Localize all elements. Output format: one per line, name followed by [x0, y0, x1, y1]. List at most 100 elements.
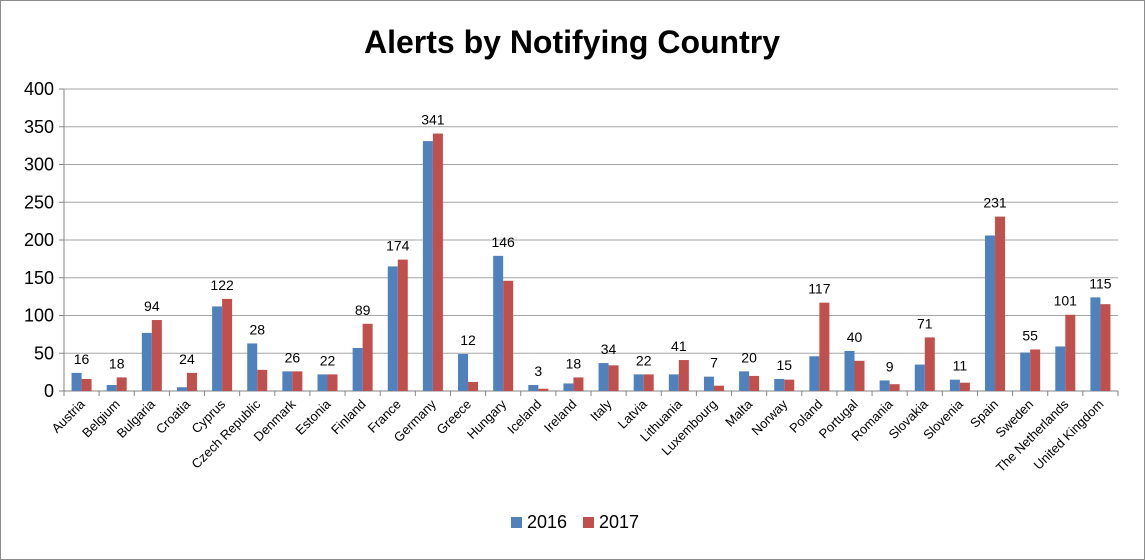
data-label: 89 [355, 302, 371, 318]
bar-2016 [879, 380, 890, 391]
bar-2017 [362, 323, 373, 391]
bar-2016 [809, 356, 820, 391]
bar-2016 [1020, 352, 1031, 391]
data-label: 41 [671, 338, 687, 354]
legend-label-2017: 2017 [599, 512, 639, 532]
bar-2016 [1055, 346, 1066, 391]
data-label: 7 [710, 355, 718, 371]
bar-2016 [598, 363, 609, 391]
data-label: 15 [776, 357, 792, 373]
bar-2017 [924, 337, 935, 391]
bar-2017 [432, 133, 443, 392]
bar-2017 [819, 302, 830, 391]
bar-2017 [643, 374, 654, 391]
bar-2016 [1090, 297, 1101, 391]
bar-2016 [176, 387, 187, 391]
bar-2017 [257, 369, 268, 391]
data-label: 20 [741, 349, 757, 365]
bar-2016 [141, 332, 152, 391]
x-tick-label: Bulgaria [114, 396, 159, 441]
bars [71, 133, 1111, 392]
x-tick-label: Croatia [153, 396, 194, 437]
x-tick-label: Finland [328, 397, 369, 438]
data-label: 22 [636, 352, 652, 368]
bar-2017 [1065, 314, 1076, 391]
data-label: 94 [144, 298, 160, 314]
bar-2017 [854, 360, 865, 391]
bar-2016 [914, 364, 925, 391]
data-label: 117 [808, 281, 831, 297]
bar-2016 [774, 378, 785, 391]
bar-2016 [739, 371, 750, 391]
data-label: 11 [953, 358, 968, 374]
bar-2017 [538, 388, 549, 391]
gridlines [59, 88, 1119, 396]
data-label: 24 [179, 351, 195, 367]
bar-2016 [352, 347, 363, 391]
data-label: 18 [109, 355, 125, 371]
y-tick-label: 200 [24, 230, 54, 250]
y-tick-label: 250 [24, 192, 54, 212]
bar-2017 [1030, 349, 1041, 391]
bar-2016 [317, 374, 328, 391]
x-tick-label: Norway [749, 396, 791, 438]
bar-2017 [573, 377, 584, 391]
bar-2017 [784, 379, 795, 391]
bar-2016 [528, 384, 539, 391]
bar-2016 [282, 371, 293, 391]
x-tick-label: Estonia [292, 396, 334, 438]
bar-2017 [608, 365, 619, 391]
bar-2016 [633, 374, 644, 391]
bar-2017 [151, 320, 162, 391]
bar-2016 [563, 383, 574, 391]
data-label: 174 [386, 238, 410, 254]
bar-2017 [292, 371, 303, 391]
bar-2017 [81, 378, 92, 391]
y-tick-label: 50 [34, 343, 54, 363]
bar-2016 [422, 141, 433, 391]
y-axis-ticks: 0 50 100 150 200 250 300 350 400 [24, 79, 54, 401]
bar-2016 [212, 306, 223, 391]
data-label: 40 [847, 329, 863, 345]
data-label: 231 [983, 195, 1007, 211]
bar-2017 [889, 384, 900, 391]
bar-2016 [387, 266, 398, 391]
bar-2016 [985, 235, 996, 391]
data-label: 101 [1054, 293, 1078, 309]
data-label: 12 [460, 332, 476, 348]
data-label: 55 [1022, 327, 1038, 343]
bar-2017 [116, 377, 127, 391]
legend: 2016 2017 [511, 512, 639, 532]
data-label: 18 [566, 355, 582, 371]
legend-swatch-2017 [583, 517, 594, 528]
x-tick-label: Slovenia [920, 396, 966, 442]
chart-title: Alerts by Notifying Country [364, 24, 780, 60]
bar-2016 [949, 379, 960, 391]
y-tick-label: 400 [24, 79, 54, 99]
x-tick-label: Hungary [464, 396, 510, 442]
y-tick-label: 350 [24, 117, 54, 137]
bar-2017 [749, 375, 760, 391]
data-labels: 16 18 94 24 122 28 26 22 89 174 341 12 146 3 18 34 22 41 7… [74, 112, 1112, 379]
y-tick-label: 150 [24, 268, 54, 288]
bar-2017 [1100, 304, 1111, 391]
data-label: 34 [601, 341, 617, 357]
data-label: 28 [249, 321, 265, 337]
bar-2016 [668, 374, 679, 391]
data-label: 122 [210, 277, 234, 293]
x-tick-label: Italy [587, 396, 615, 424]
bar-2017 [327, 374, 338, 391]
bar-2016 [493, 255, 504, 391]
data-label: 146 [491, 234, 515, 250]
bar-2017 [468, 381, 479, 391]
data-label: 71 [917, 315, 933, 331]
legend-swatch-2016 [511, 517, 522, 528]
y-tick-label: 100 [24, 306, 54, 326]
bar-2017 [678, 360, 689, 391]
x-tick-label: Ireland [541, 397, 580, 436]
data-label: 3 [534, 363, 542, 379]
bar-2017 [397, 259, 408, 391]
bar-2016 [703, 376, 714, 391]
